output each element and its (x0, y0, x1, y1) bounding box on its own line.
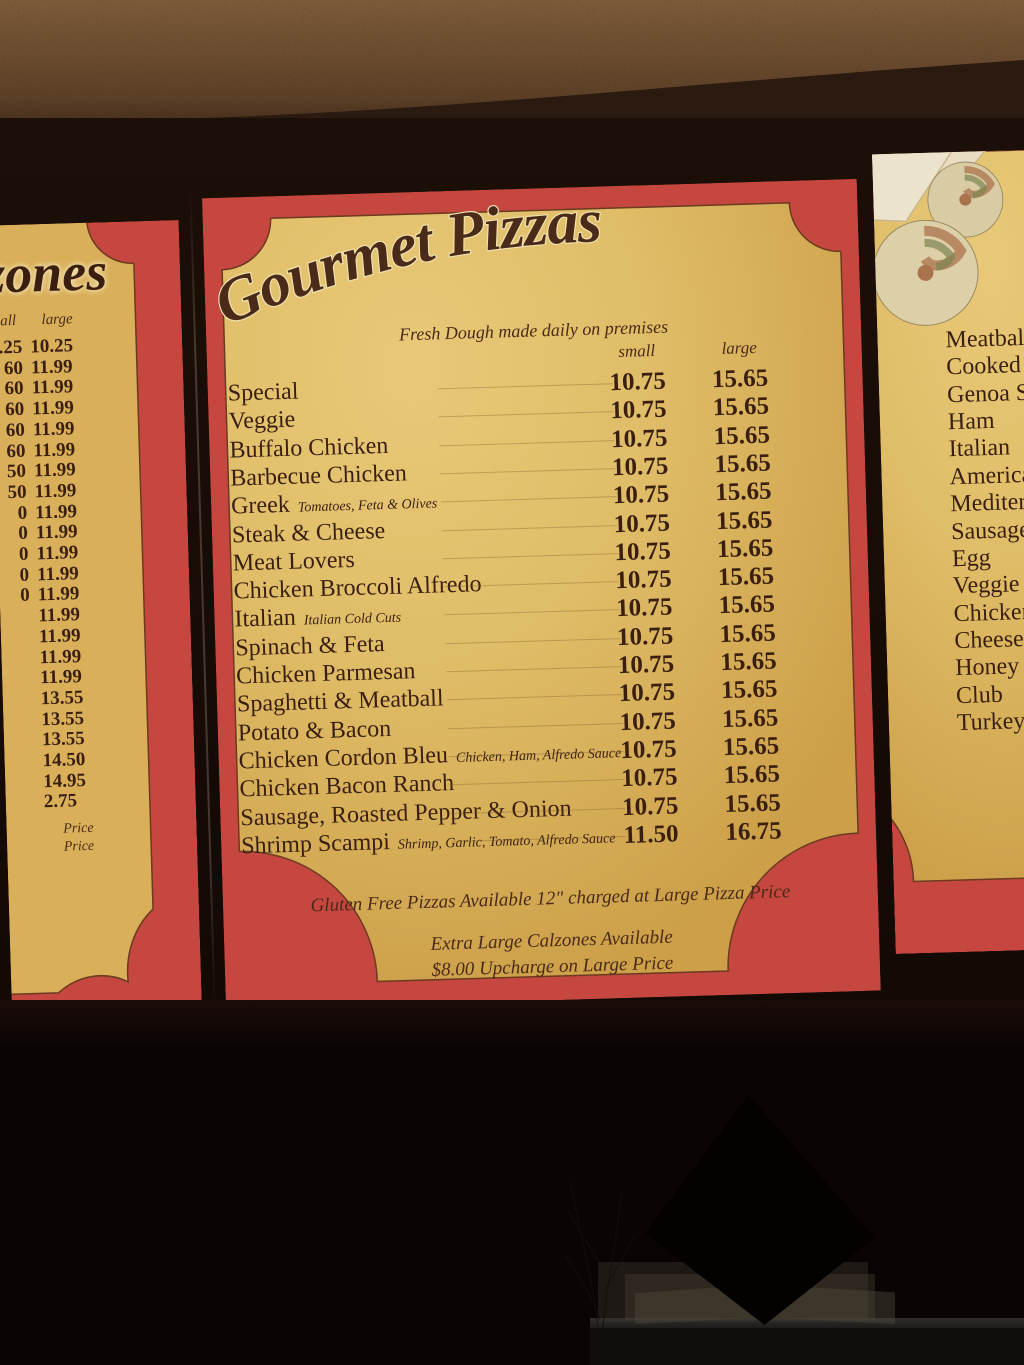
svg-text:Gourmet Pizzas: Gourmet Pizzas (203, 187, 604, 339)
